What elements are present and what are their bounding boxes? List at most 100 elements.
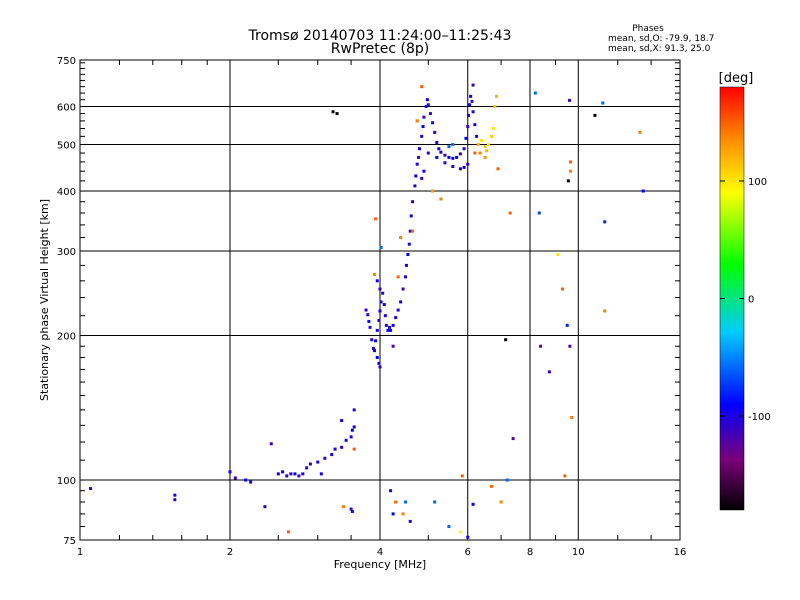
data-point [455,155,459,159]
data-point [399,300,403,304]
data-point [276,472,280,476]
data-point [491,126,495,130]
data-point [422,115,426,119]
data-point [316,460,320,464]
data-point [568,344,572,348]
data-point [494,94,498,98]
data-point [547,370,551,374]
data-point [593,113,597,117]
data-point [411,229,415,233]
data-point [447,525,451,529]
data-point [352,447,356,451]
data-point [403,500,407,504]
data-point [420,85,424,89]
data-point [378,365,382,369]
data-point [382,303,386,307]
colorbar-ticks: 100 0 -100 [720,177,771,423]
data-point [443,153,447,157]
data-point [401,512,405,516]
data-point [333,447,337,451]
data-point [391,512,395,516]
data-point [367,319,371,323]
data-point [301,472,305,476]
data-point [469,94,473,98]
data-point [451,164,455,168]
data-point [233,476,237,480]
x-tick-label: 8 [527,547,533,558]
axis-ticks: 1 2 4 6 8 10 16 75 100 200 300 400 500 600 750 [57,56,686,558]
data-point [370,338,374,342]
x-tick-label: 2 [227,547,233,558]
data-point [496,167,500,171]
data-point [483,155,487,159]
data-point [426,103,430,107]
data-point [458,152,462,156]
data-point [173,493,177,497]
data-point [485,149,489,153]
data-point [285,474,289,478]
data-point [473,123,477,127]
data-point [375,328,379,332]
data-point [350,509,354,513]
data-point [373,273,377,277]
data-point [439,150,443,154]
data-point [508,211,512,215]
data-point [561,287,565,291]
data-point [384,323,388,327]
y-tick-label: 600 [57,103,76,114]
y-tick-label: 75 [63,536,76,547]
data-point [437,147,441,151]
data-point [447,155,451,159]
y-tick-label: 400 [57,187,76,198]
data-point [340,445,344,449]
y-tick-label: 100 [57,476,76,487]
stats-heading: Phases [632,24,664,34]
x-tick-label: 10 [572,547,585,558]
data-point [396,275,400,279]
data-point [407,242,411,246]
colorbar-tick-label: -100 [748,412,771,423]
data-point [366,313,370,317]
data-point [374,217,378,221]
data-point [415,119,419,123]
data-point [566,179,570,183]
data-point [603,309,607,313]
y-axis-label: Stationary phase Virtual Height [km] [38,199,51,401]
data-point [404,263,408,267]
data-point [431,189,435,193]
data-point [375,279,379,283]
data-point [435,155,439,159]
data-point [297,474,301,478]
data-point [511,437,515,441]
data-point [413,184,417,188]
data-point [352,425,356,429]
data-point [603,220,607,224]
data-point [173,498,177,502]
data-point [383,314,387,318]
y-tick-label: 200 [57,332,76,343]
data-point [641,189,645,193]
data-point [394,316,398,320]
data-point [391,344,395,348]
data-point [476,143,480,147]
data-points [89,83,645,539]
grid [80,60,680,540]
data-point [439,197,443,201]
data-point [567,98,571,102]
data-point [391,323,395,327]
x-tick-label: 4 [377,547,383,558]
x-tick-label: 1 [77,547,83,558]
data-point [433,130,437,134]
data-point [319,472,323,476]
data-point [352,408,356,412]
data-point [499,500,503,504]
stats-line-o: mean, sd,O: -79.9, 18.7 [608,34,714,44]
data-point [493,105,497,109]
data-point [462,165,466,169]
data-point [471,110,475,114]
data-point [349,435,353,439]
data-point [473,151,477,155]
data-point [466,113,470,117]
data-point [409,214,413,218]
